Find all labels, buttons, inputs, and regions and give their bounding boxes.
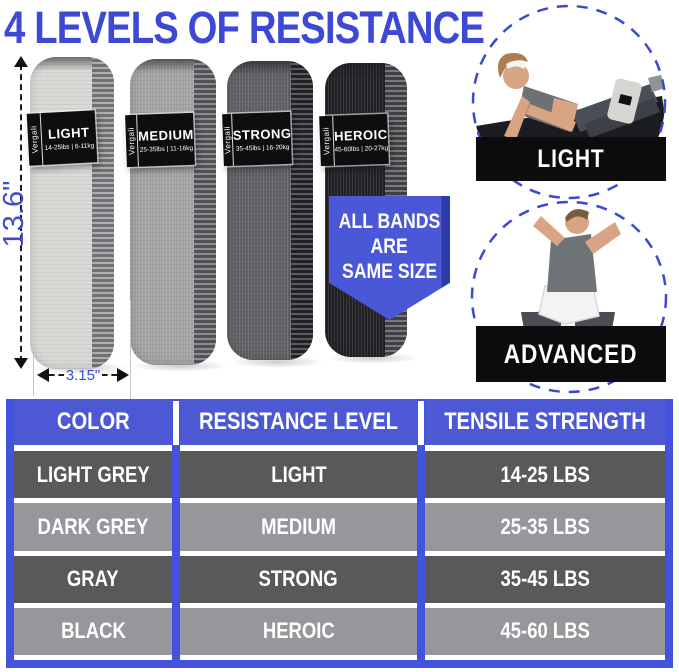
band-weight-range: 35-45lbs | 16-20kg <box>235 143 290 153</box>
table-cell: STRONG <box>180 555 417 608</box>
band-name: STRONG <box>232 125 292 143</box>
band-medium <box>130 59 216 365</box>
dimension-dash <box>49 374 64 376</box>
column-header-color: COLOR <box>14 399 180 451</box>
photo-label-advanced: ADVANCED <box>476 326 666 382</box>
band-light <box>30 57 114 369</box>
column-header-resistance-level: RESISTANCE LEVEL <box>180 399 424 451</box>
width-dimension: 3.15" <box>37 366 129 384</box>
height-dimension-line <box>20 64 22 362</box>
band-label-light: Vergali LIGHT 14-25lbs | 6-11kg <box>26 110 98 166</box>
band-label-strong: Vergali STRONG 35-45lbs | 16-20kg <box>222 111 292 167</box>
table-cell: LIGHT GREY <box>14 451 173 504</box>
column-header-tensile-strength: TENSILE STRENGTH <box>424 399 665 451</box>
band-label-heroic: Vergali HEROIC 45-60lbs | 20-27kg <box>319 113 389 167</box>
table-cell: 14-25 LBS <box>424 451 665 504</box>
extension-line <box>130 300 131 400</box>
height-dimension-label: 13.6" <box>0 180 30 248</box>
band-weight-range: 14-25lbs | 6-11kg <box>44 141 95 152</box>
band-weight-range: 25-35lbs | 11-16kg <box>139 144 194 154</box>
photo-label-light: LIGHT <box>476 137 666 181</box>
table-cell: 35-45 LBS <box>424 555 665 608</box>
band-strong <box>227 61 313 360</box>
band-label-medium: Vergali MEDIUM 25-35lbs | 11-16kg <box>125 112 195 168</box>
arrow-down-icon <box>14 358 28 369</box>
table-cell: GRAY <box>14 555 173 608</box>
arrow-right-icon <box>117 368 129 382</box>
arrow-up-icon <box>14 56 28 67</box>
table-cell: HEROIC <box>180 607 417 660</box>
table-cell: LIGHT <box>180 451 417 504</box>
table-cell: MEDIUM <box>180 503 417 556</box>
spec-table: COLOR RESISTANCE LEVEL TENSILE STRENGTH … <box>6 399 673 668</box>
table-cell: DARK GREY <box>14 503 173 556</box>
table-cell: 45-60 LBS <box>424 607 665 660</box>
width-dimension-label: 3.15" <box>65 366 101 384</box>
callout-line: SAME SIZE <box>341 260 438 284</box>
page-title: 4 LEVELS OF RESISTANCE <box>4 2 485 53</box>
table-cell: 25-35 LBS <box>424 503 665 556</box>
band-name: LIGHT <box>47 124 90 142</box>
band-inner-edge <box>92 57 114 369</box>
dimension-dash <box>102 374 117 376</box>
callout-line: ARE <box>370 235 409 259</box>
arrow-left-icon <box>37 368 49 382</box>
band-inner-edge <box>194 59 216 365</box>
extension-line <box>33 352 34 396</box>
band-weight-range: 45-60lbs | 20-27kg <box>334 144 389 154</box>
band-inner-edge <box>291 61 313 360</box>
callout-line: ALL BANDS <box>338 210 441 233</box>
table-cell: BLACK <box>14 607 173 660</box>
band-name: MEDIUM <box>137 126 195 144</box>
band-name: HEROIC <box>333 126 388 144</box>
